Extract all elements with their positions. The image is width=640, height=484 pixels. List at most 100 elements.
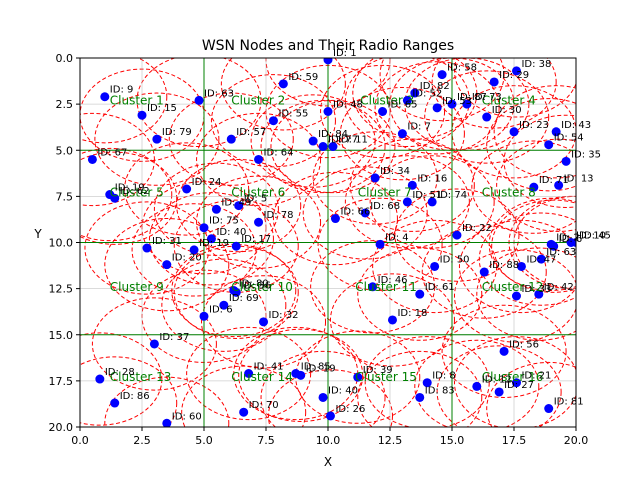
node-point	[95, 374, 105, 384]
y-tick-label: 20.0	[49, 421, 74, 434]
radio-range-circle	[414, 339, 540, 427]
node-point	[278, 79, 288, 89]
node-point	[561, 156, 571, 166]
node-point	[100, 92, 110, 102]
radio-range-circle	[260, 350, 386, 427]
node-point	[462, 99, 472, 109]
node-point	[231, 241, 241, 251]
node-id-label: ID: 62	[120, 186, 150, 197]
node-id-label: ID: 58	[447, 63, 477, 74]
radio-range-circle	[339, 87, 465, 181]
radio-range-circle	[421, 225, 547, 319]
node-id-label: ID: 78	[264, 210, 294, 221]
radio-range-circle	[453, 336, 576, 427]
node-point	[375, 239, 385, 249]
node-id-label: ID: 31	[152, 236, 182, 247]
node-id-label: ID: 74	[437, 190, 467, 201]
radio-range-circle	[270, 99, 396, 194]
node-id-label: ID: 11	[338, 135, 368, 146]
node-point	[239, 407, 249, 417]
radio-range-circle	[80, 356, 178, 427]
node-id-label: ID: 51	[412, 190, 442, 201]
node-id-label: ID: 81	[554, 397, 584, 408]
node-point	[219, 300, 229, 310]
node-id-label: ID: 36	[241, 280, 271, 291]
radio-range-circle	[148, 192, 274, 286]
node-id-label: ID: 22	[462, 223, 492, 234]
node-point	[226, 134, 236, 144]
node-id-label: ID: 30	[492, 105, 522, 116]
x-tick-label: 20.0	[564, 434, 589, 447]
node-point	[509, 127, 519, 137]
node-point	[378, 107, 388, 117]
node-point	[162, 260, 172, 270]
node-point	[199, 311, 209, 321]
node-point	[370, 173, 380, 183]
node-id-label: ID: 40	[216, 227, 246, 238]
node-id-label: ID: 61	[425, 282, 455, 293]
radio-range-circle	[476, 247, 576, 341]
node-id-label: ID: 19	[306, 363, 336, 374]
radio-range-circle	[80, 112, 155, 207]
radio-range-circle	[168, 92, 294, 186]
x-tick-label: 5.0	[195, 434, 213, 447]
radio-range-circle	[424, 70, 550, 164]
node-id-label: ID: 52	[412, 88, 442, 99]
node-point	[259, 317, 269, 327]
node-point	[479, 267, 489, 277]
node-point	[402, 197, 412, 207]
node-point	[206, 234, 216, 244]
y-axis-ticks: 0.0 2.5 5.0 7.5 10.0 12.5 15.0 17.5 20.0	[49, 52, 80, 434]
node-point	[105, 190, 115, 200]
x-tick-label: 7.5	[257, 434, 275, 447]
node-id-label: ID: 15	[147, 103, 177, 114]
node-id-label: ID: 23	[519, 120, 549, 131]
node-id-label: ID: 50	[440, 254, 470, 265]
node-id-label: ID: 70	[249, 400, 279, 411]
radio-range-circle	[181, 365, 307, 427]
cluster-label: Cluster 10	[231, 280, 293, 294]
cluster-label: Cluster 16	[482, 370, 544, 384]
node-id-label: ID: 6	[559, 234, 583, 245]
node-point	[149, 339, 159, 349]
node-point	[452, 230, 462, 240]
node-point	[482, 112, 492, 122]
y-tick-label: 5.0	[56, 144, 74, 157]
x-tick-label: 10.0	[316, 434, 341, 447]
radio-range-circle	[210, 74, 336, 168]
node-point	[87, 154, 97, 164]
node-point	[328, 142, 338, 152]
node-point	[402, 95, 412, 105]
y-tick-label: 17.5	[49, 375, 74, 388]
node-point	[211, 204, 221, 214]
radio-range-circle	[238, 328, 364, 422]
x-axis-label: X	[324, 455, 332, 469]
node-point	[430, 261, 440, 271]
radio-range-circle	[310, 240, 436, 334]
node-id-label: ID: 6	[209, 304, 233, 315]
node-id-label: ID: 79	[162, 127, 192, 138]
node-id-label: ID: 26	[335, 404, 365, 415]
cluster-label: Cluster 3	[360, 93, 414, 107]
node-id-label: ID: 33	[521, 284, 551, 295]
x-tick-label: 15.0	[440, 434, 465, 447]
node-id-label: ID: 57	[236, 127, 266, 138]
cluster-label: Cluster 7	[358, 186, 412, 200]
node-point	[330, 214, 340, 224]
node-id-label: ID: 12	[482, 374, 512, 385]
radio-range-circle	[471, 140, 576, 234]
radio-range-circle	[493, 85, 576, 179]
radio-range-circle	[458, 219, 576, 314]
node-id-label: ID: 39	[363, 365, 393, 376]
radio-range-circle	[250, 94, 376, 188]
node-id-label: ID: 19	[115, 183, 145, 194]
node-point	[437, 70, 447, 80]
node-point	[516, 261, 526, 271]
node-id-label: ID: 64	[264, 147, 294, 158]
node-point	[494, 387, 504, 397]
radio-range-circle	[196, 112, 322, 207]
y-tick-label: 10.0	[49, 237, 74, 250]
node-point	[308, 136, 318, 146]
node-id-label: ID: 85	[301, 361, 331, 372]
